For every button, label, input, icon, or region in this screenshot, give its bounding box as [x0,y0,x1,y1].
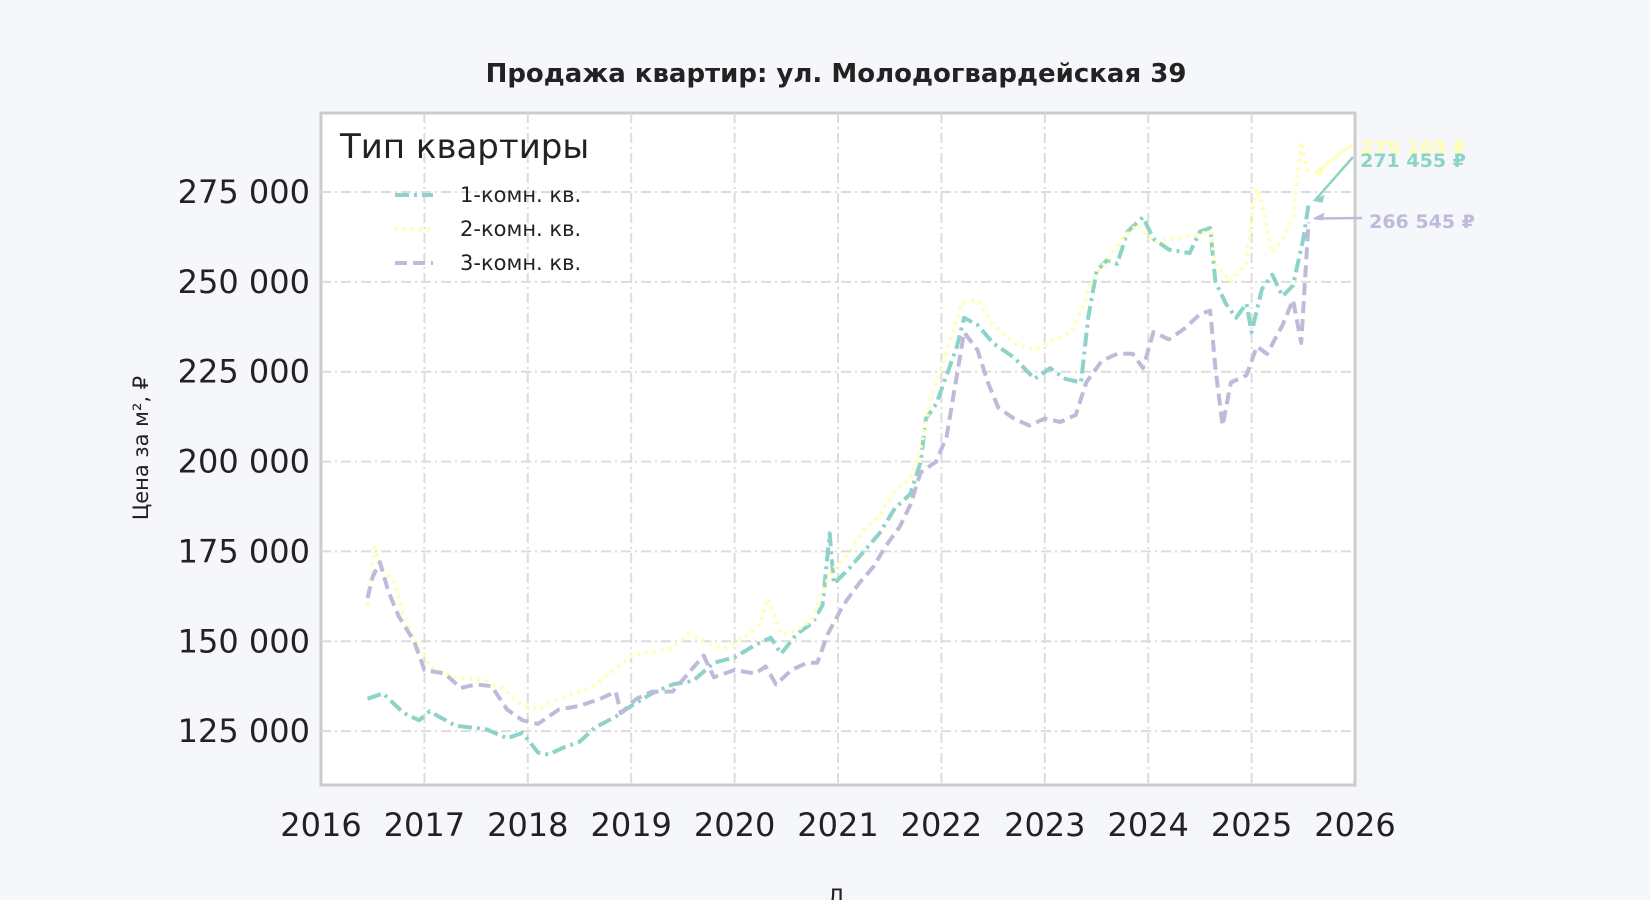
x-tick-label: 2016 [280,806,361,844]
y-tick-label: 250 000 [178,263,310,301]
x-tick-label: 2020 [694,806,775,844]
y-axis-label: Цена за м², ₽ [129,376,153,520]
x-tick-label: 2018 [487,806,568,844]
x-tick-label: 2021 [797,806,878,844]
x-tick-label: 2023 [1004,806,1085,844]
y-axis-ticks: 125 000 150 000 175 000 200 000 225 000 250 0… [178,173,310,750]
y-tick-label: 225 000 [178,353,310,391]
end-value-label-3: 266 545 ₽ [1369,211,1475,233]
y-tick-label: 275 000 [178,173,310,211]
legend-title: Тип квартиры [339,127,589,167]
chart-title: Продажа квартир: ул. Молодогвардейская 3… [486,59,1187,89]
grid [321,113,1355,785]
legend-label-1: 1-комн. кв. [460,183,581,207]
annotation-arrow-2 [1313,143,1354,175]
legend-label-3: 3-комн. кв. [460,251,581,275]
annotation-arrow-1 [1313,156,1354,202]
y-tick-label: 200 000 [178,443,310,481]
y-tick-label: 125 000 [178,712,310,750]
x-axis-label: Д [827,886,844,900]
series-line-1 [366,204,1311,757]
x-tick-label: 2024 [1107,806,1188,844]
annotation-arrowhead-1 [1312,194,1325,203]
end-value-label-1: 271 455 ₽ [1360,150,1466,172]
end-value-label-2: 279 169 ₽ [1360,137,1466,159]
x-tick-label: 2026 [1314,806,1395,844]
x-tick-label: 2019 [590,806,671,844]
x-tick-label: 2022 [901,806,982,844]
legend: Тип квартиры 1-комн. кв. 2-комн. кв. 3-ком… [339,127,589,275]
y-tick-label: 175 000 [178,532,310,570]
y-tick-label: 150 000 [178,622,310,660]
legend-label-2: 2-комн. кв. [460,217,581,241]
annotation-arrowhead-2 [1312,167,1325,176]
annotations: 279 169 ₽271 455 ₽ 266 545 ₽ [1312,137,1475,233]
annotation-arrowhead-3 [1312,212,1325,221]
x-tick-label: 2017 [384,806,465,844]
x-tick-label: 2025 [1211,806,1292,844]
series-layer [365,139,1311,757]
x-axis-ticks: 2016 2017 2018 2019 2020 2021 2022 2023 2024 2025… [280,806,1395,844]
series-line-2 [365,139,1311,712]
series-line-3 [365,222,1311,726]
